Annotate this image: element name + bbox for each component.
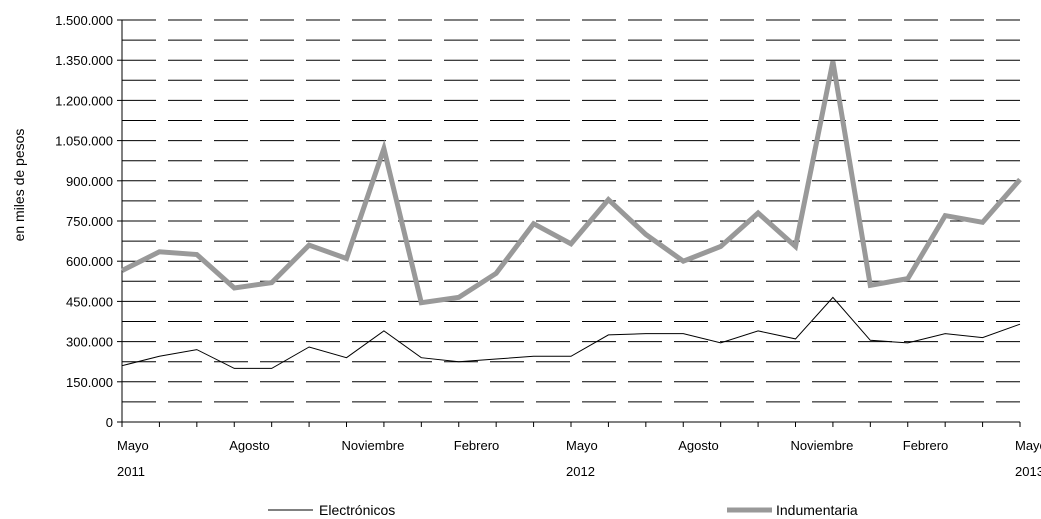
x-tick-label: Febrero	[454, 438, 500, 453]
x-year-label: 2012	[566, 464, 595, 479]
grid-lines	[122, 19, 1020, 403]
x-tick-label: Mayo	[117, 438, 149, 453]
x-year-label: 2011	[117, 464, 145, 479]
y-tick-label: 600.000	[66, 254, 113, 269]
y-axis-ticks: 0 150.000 300.000 450.000 600.000 750.000 900.…	[55, 13, 122, 430]
y-tick-label: 750.000	[66, 214, 113, 229]
y-tick-label: 1.500.000	[55, 13, 113, 28]
x-tick-label: Agosto	[678, 438, 718, 453]
x-year-label: 2013	[1015, 464, 1041, 479]
legend-label-indumentaria: Indumentaria	[776, 502, 858, 518]
legend: Electrónicos Indumentaria	[268, 502, 858, 518]
legend-label-electronicos: Electrónicos	[319, 502, 395, 518]
x-tick-label: Mayo	[566, 438, 598, 453]
x-tick-label: Agosto	[229, 438, 269, 453]
y-tick-label: 150.000	[66, 375, 113, 390]
y-tick-label: 300.000	[66, 335, 113, 350]
y-tick-label: 900.000	[66, 174, 113, 189]
y-tick-label: 1.350.000	[55, 53, 113, 68]
y-axis-label: en miles de pesos	[11, 129, 27, 242]
series-line-electronicos	[121, 296, 1021, 369]
y-tick-label: 1.050.000	[55, 134, 113, 149]
x-axis-ticks: Mayo Agosto Noviembre Febrero Mayo Agosto Novi…	[117, 422, 1041, 479]
y-tick-label: 1.200.000	[55, 93, 113, 108]
y-tick-label: 0	[106, 415, 113, 430]
series-line-indumentaria	[120, 61, 1022, 306]
x-tick-label: Noviembre	[791, 438, 854, 453]
y-tick-label: 450.000	[66, 294, 113, 309]
x-tick-label: Noviembre	[342, 438, 405, 453]
x-tick-label: Febrero	[903, 438, 949, 453]
x-tick-label: Mayo	[1015, 438, 1041, 453]
series-lines	[120, 61, 1022, 369]
